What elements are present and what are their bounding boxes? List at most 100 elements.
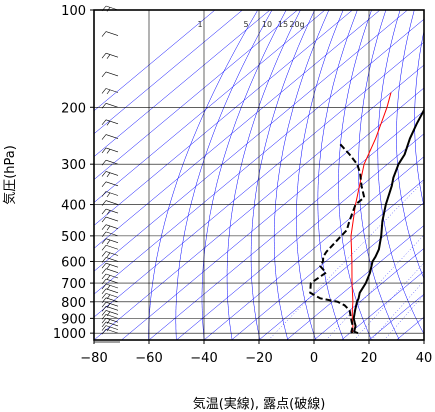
wind-barb-shaft xyxy=(105,119,119,125)
wind-barb xyxy=(101,52,119,59)
wind-barb-flag xyxy=(106,275,111,280)
mixing-ratio-label: 15 xyxy=(278,20,288,29)
wind-barb-shaft xyxy=(105,283,119,289)
dry-adiabat-line xyxy=(338,10,372,340)
wind-barb xyxy=(101,262,119,269)
wind-barb-flag xyxy=(101,293,107,299)
wind-barb-flag xyxy=(101,245,107,251)
x-tick-labels: −80 −60 −40 −20 0 20 40 xyxy=(80,340,432,366)
x-tick-label: −80 xyxy=(80,351,107,366)
wind-barb-shaft xyxy=(105,200,119,205)
dry-adiabat-line xyxy=(273,10,330,340)
wind-barb-flag xyxy=(106,172,111,178)
isotherm-line xyxy=(203,156,424,340)
x-tick-label: 40 xyxy=(416,351,433,366)
isotherm-line xyxy=(176,133,424,340)
wind-barb-flag xyxy=(106,149,111,154)
wind-barb-flag xyxy=(101,224,107,230)
wind-barb-flag xyxy=(101,31,107,37)
wind-barbs xyxy=(94,5,120,343)
wind-barb-shaft xyxy=(105,273,119,279)
y-tick-label: 300 xyxy=(61,158,86,173)
y-tick-label: 400 xyxy=(61,199,86,214)
mixing-ratio-line xyxy=(384,294,424,340)
wind-barb-shaft xyxy=(105,244,119,250)
wind-barb xyxy=(101,208,119,215)
wind-barb-shaft xyxy=(105,288,119,294)
wind-barb-flag xyxy=(106,54,111,59)
wind-barb-flag xyxy=(101,297,107,304)
wind-barb-flag xyxy=(101,263,107,269)
wind-barb-flag xyxy=(101,318,107,324)
sounding-profiles xyxy=(309,107,424,335)
y-tick-label: 500 xyxy=(61,230,86,245)
wind-barb xyxy=(101,278,119,285)
wind-barb xyxy=(101,293,119,300)
wind-barb-shaft xyxy=(105,278,119,284)
wind-barb xyxy=(101,191,119,198)
wind-barb-flag xyxy=(101,216,107,223)
wind-barb-shaft xyxy=(105,102,119,108)
mixing-ratio-label: 10 xyxy=(262,20,272,29)
isotherm-line xyxy=(94,18,424,295)
wind-barb-shaft xyxy=(105,314,119,319)
isotherm-line xyxy=(94,10,353,226)
x-axis-title: 気温(実線), 露点(破線) xyxy=(193,396,326,412)
isotherm-line xyxy=(94,10,408,272)
isotherm-line xyxy=(341,270,424,340)
wind-barb-flag xyxy=(106,239,111,245)
wind-barb xyxy=(101,317,119,324)
wind-barb-flag xyxy=(101,119,107,125)
wind-barb xyxy=(101,216,119,223)
dry-adiabat-line xyxy=(414,29,424,208)
wind-barb-shaft xyxy=(105,159,119,165)
y-tick-label: 100 xyxy=(61,4,86,19)
wind-barb-flag xyxy=(101,134,107,140)
wind-barb-shaft xyxy=(105,317,119,323)
wind-barb xyxy=(101,283,119,290)
wind-barb-flag xyxy=(106,326,111,332)
wind-barb-flag xyxy=(101,191,107,197)
wind-barb-shaft xyxy=(105,325,119,330)
wind-barb-shaft xyxy=(105,321,119,327)
y-tick-label: 200 xyxy=(61,101,86,116)
wind-barb-shaft xyxy=(105,262,119,268)
wind-barb-flag xyxy=(101,306,107,312)
wind-barb xyxy=(101,321,119,328)
wind-barb-shaft xyxy=(105,328,119,334)
wind-barb-shaft xyxy=(105,306,119,311)
wind-barb xyxy=(101,31,119,37)
x-tick-label: −40 xyxy=(190,351,217,366)
wind-barb-flag xyxy=(101,147,107,154)
wind-barb xyxy=(101,257,119,263)
wind-barb xyxy=(101,306,119,312)
wind-barb-flag xyxy=(101,71,107,78)
wind-barb-shaft xyxy=(105,147,119,153)
wind-barb xyxy=(101,224,119,231)
dewpoint-line xyxy=(309,143,366,334)
wind-barb-shaft xyxy=(105,293,119,298)
wind-barb-shaft xyxy=(105,31,119,36)
wind-barb-shaft xyxy=(105,231,119,237)
wind-barb xyxy=(101,310,119,317)
dry-adiabat-line xyxy=(377,10,424,335)
wind-barb xyxy=(101,119,119,126)
dry-adiabat-line xyxy=(317,10,358,340)
wind-barb-flag xyxy=(101,159,107,166)
wind-barb xyxy=(101,71,119,78)
wind-barb xyxy=(101,200,119,206)
wind-barb xyxy=(101,159,119,166)
wind-barb-shaft xyxy=(105,224,119,229)
dry-adiabat-line xyxy=(296,10,344,340)
isotherm-line xyxy=(94,10,298,180)
wind-barb-shaft xyxy=(105,52,119,58)
wind-barb-shaft xyxy=(105,268,119,273)
isotherm-line xyxy=(94,10,243,135)
wind-barb-flag xyxy=(106,192,111,198)
x-tick-label: 20 xyxy=(361,351,378,366)
mixing-ratio-label: 5 xyxy=(243,20,248,29)
wind-barb-flag xyxy=(101,257,107,263)
wind-barb xyxy=(101,328,119,335)
wind-barb-shaft xyxy=(105,191,119,196)
dry-adiabat-line xyxy=(226,10,301,340)
